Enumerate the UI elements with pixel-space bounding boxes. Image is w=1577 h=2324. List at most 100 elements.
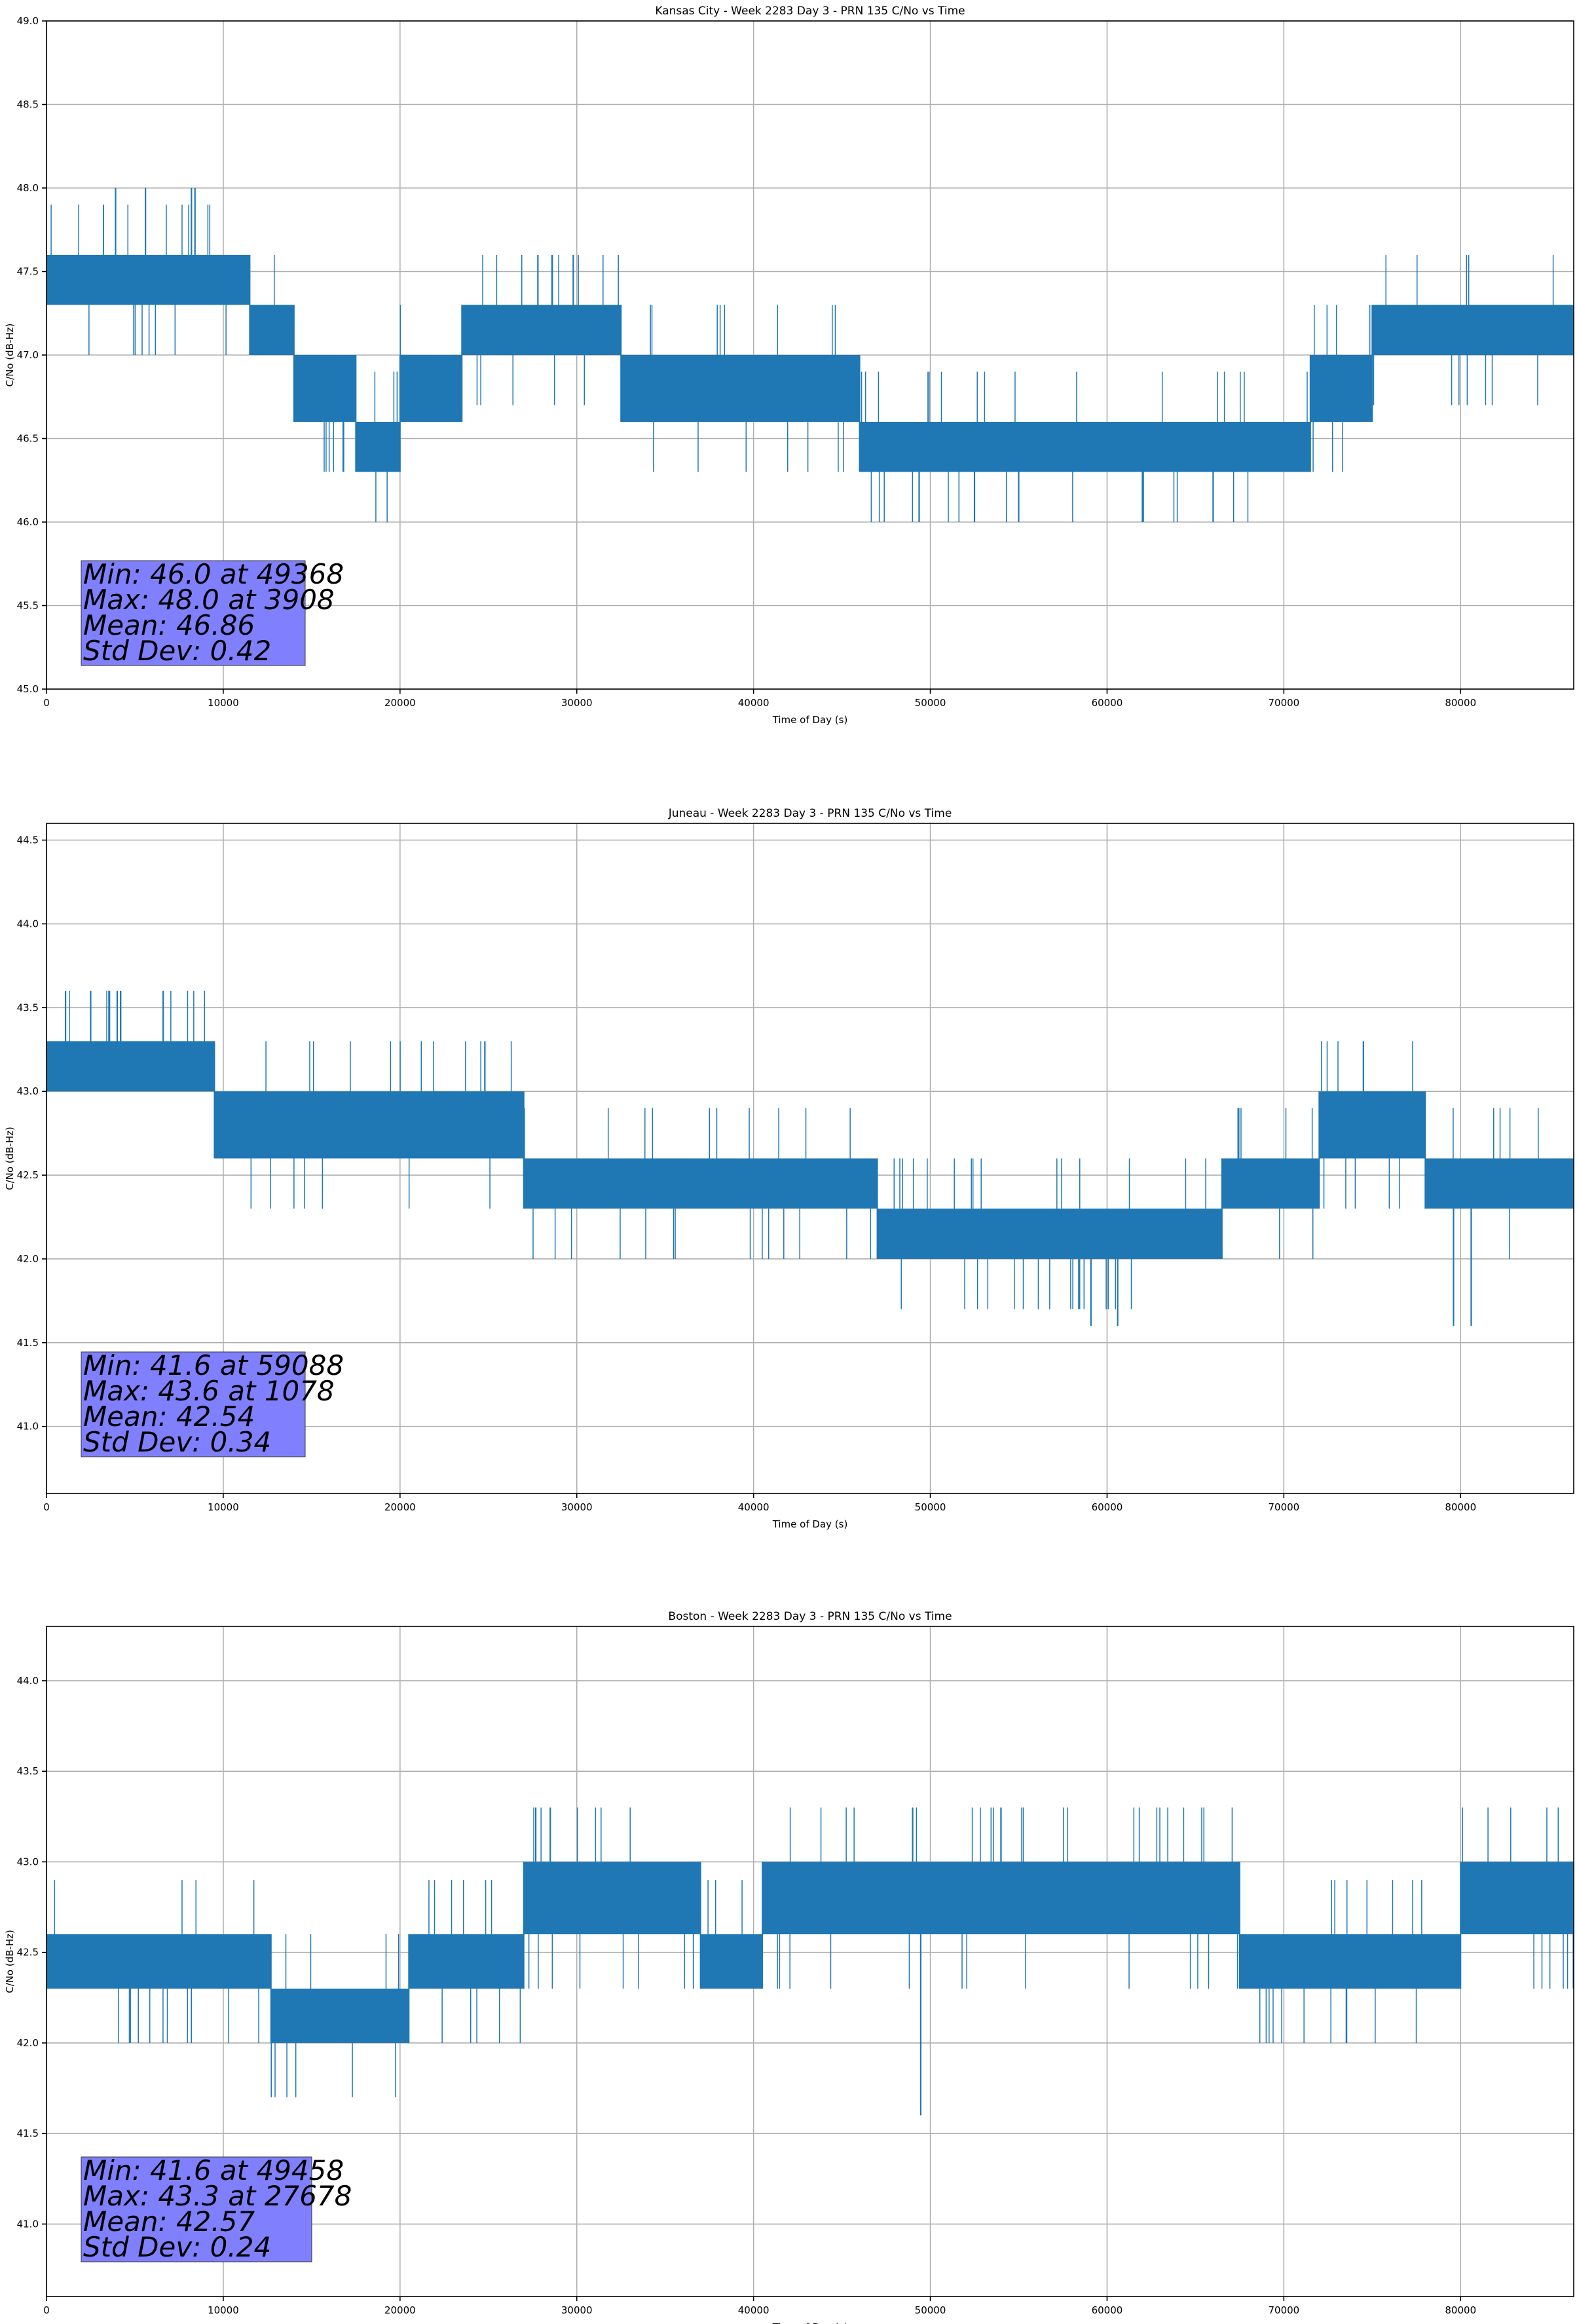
stats-line: Min: 46.0 at 49368 <box>83 558 344 590</box>
x-tick-label: 20000 <box>384 697 416 709</box>
chart-title: Kansas City - Week 2283 Day 3 - PRN 135 … <box>655 5 965 18</box>
chart-title: Juneau - Week 2283 Day 3 - PRN 135 C/No … <box>668 807 952 820</box>
y-tick-label: 46.5 <box>17 433 39 445</box>
stats-line: Max: 43.3 at 27678 <box>83 2180 352 2212</box>
chart-title: Boston - Week 2283 Day 3 - PRN 135 C/No … <box>668 1610 952 1623</box>
y-tick-label: 45.5 <box>17 600 39 612</box>
x-tick-label: 10000 <box>208 2304 239 2316</box>
data-band <box>859 422 1310 472</box>
y-tick-label: 48.5 <box>17 99 39 111</box>
chart-panel-3: 0 10000 20000 30000 40000 50000 60000 70000 8000… <box>4 1610 1574 2324</box>
data-band <box>1460 1862 1574 1935</box>
data-band <box>462 305 622 355</box>
y-tick-label: 45.0 <box>17 683 39 695</box>
y-tick-label: 43.5 <box>17 1765 39 1777</box>
x-tick-label: 0 <box>43 1501 50 1513</box>
x-tick-label: 40000 <box>738 2304 770 2316</box>
y-tick-label: 47.0 <box>17 349 39 361</box>
data-band <box>621 355 860 422</box>
x-tick-label: 0 <box>43 697 50 709</box>
plot-frame <box>46 823 1574 1494</box>
data-band <box>293 355 356 422</box>
data-band <box>1310 355 1373 422</box>
y-tick-label: 44.0 <box>17 1675 39 1687</box>
data-band <box>46 1041 215 1092</box>
data-band <box>1221 1158 1320 1209</box>
y-tick-label: 42.0 <box>17 2037 39 2049</box>
data-band <box>214 1091 524 1159</box>
y-tick-label: 44.0 <box>17 918 39 929</box>
stats-line: Mean: 46.86 <box>83 609 255 641</box>
stats-box-background <box>81 2156 312 2262</box>
x-tick-label: 30000 <box>561 697 593 709</box>
y-tick-label: 43.5 <box>17 1002 39 1013</box>
plot-frame <box>46 1626 1574 2297</box>
data-band <box>523 1158 878 1209</box>
x-tick-label: 0 <box>43 2304 50 2316</box>
y-axis-label: C/No (dB-Hz) <box>4 1127 16 1190</box>
data-band <box>409 1934 524 1989</box>
data-band <box>46 255 250 305</box>
y-tick-label: 41.5 <box>17 2127 39 2139</box>
x-tick-label: 80000 <box>1445 697 1476 709</box>
data-band <box>46 1934 271 1989</box>
stats-line: Min: 41.6 at 49458 <box>83 2154 344 2186</box>
x-tick-label: 40000 <box>738 697 770 709</box>
y-axis-label: C/No (dB-Hz) <box>4 1930 16 1993</box>
x-axis-label: Time of Day (s) <box>772 1518 848 1530</box>
x-tick-label: 60000 <box>1092 697 1123 709</box>
x-tick-label: 40000 <box>738 1501 770 1513</box>
stats-line: Max: 48.0 at 3908 <box>83 584 335 616</box>
data-band <box>250 305 294 355</box>
x-axis-label: Time of Day (s) <box>772 2321 848 2324</box>
y-tick-label: 41.0 <box>17 1421 39 1433</box>
data-band <box>1239 1934 1461 1989</box>
data-band <box>762 1862 1240 1935</box>
y-tick-label: 48.0 <box>17 182 39 194</box>
data-band <box>399 355 462 422</box>
data-band <box>356 422 400 472</box>
x-tick-label: 30000 <box>561 2304 593 2316</box>
data-band <box>270 1988 409 2043</box>
data-band <box>700 1934 763 1989</box>
x-tick-label: 50000 <box>915 1501 946 1513</box>
x-tick-label: 50000 <box>915 697 946 709</box>
y-tick-label: 43.0 <box>17 1856 39 1867</box>
y-tick-label: 42.5 <box>17 1169 39 1181</box>
stats-line: Std Dev: 0.42 <box>83 635 271 667</box>
y-tick-label: 47.5 <box>17 266 39 278</box>
x-tick-label: 80000 <box>1445 2304 1476 2316</box>
x-tick-label: 10000 <box>208 1501 239 1513</box>
stats-line: Std Dev: 0.24 <box>83 2231 271 2263</box>
x-tick-label: 60000 <box>1092 2304 1123 2316</box>
stats-box-background <box>81 560 306 666</box>
x-tick-label: 80000 <box>1445 1501 1476 1513</box>
x-tick-label: 20000 <box>384 1501 416 1513</box>
x-tick-label: 30000 <box>561 1501 593 1513</box>
x-tick-label: 10000 <box>208 697 239 709</box>
x-tick-label: 50000 <box>915 2304 946 2316</box>
x-tick-label: 70000 <box>1268 697 1299 709</box>
y-tick-label: 42.0 <box>17 1253 39 1265</box>
y-tick-label: 43.0 <box>17 1085 39 1097</box>
data-band <box>877 1209 1222 1259</box>
x-tick-label: 20000 <box>384 2304 416 2316</box>
y-tick-label: 41.5 <box>17 1337 39 1349</box>
x-tick-label: 60000 <box>1092 1501 1123 1513</box>
stats-line: Mean: 42.54 <box>83 1400 255 1433</box>
y-tick-label: 42.5 <box>17 1947 39 1959</box>
stats-line: Max: 43.6 at 1078 <box>83 1375 335 1407</box>
y-axis-label: C/No (dB-Hz) <box>4 324 16 387</box>
y-tick-label: 41.0 <box>17 2218 39 2230</box>
data-band <box>523 1862 701 1935</box>
x-tick-label: 70000 <box>1268 2304 1299 2316</box>
data-band <box>1425 1158 1574 1209</box>
stats-line: Min: 41.6 at 59088 <box>83 1349 344 1381</box>
data-band <box>1372 305 1574 355</box>
stats-box-background <box>81 1351 306 1457</box>
x-tick-label: 70000 <box>1268 1501 1299 1513</box>
